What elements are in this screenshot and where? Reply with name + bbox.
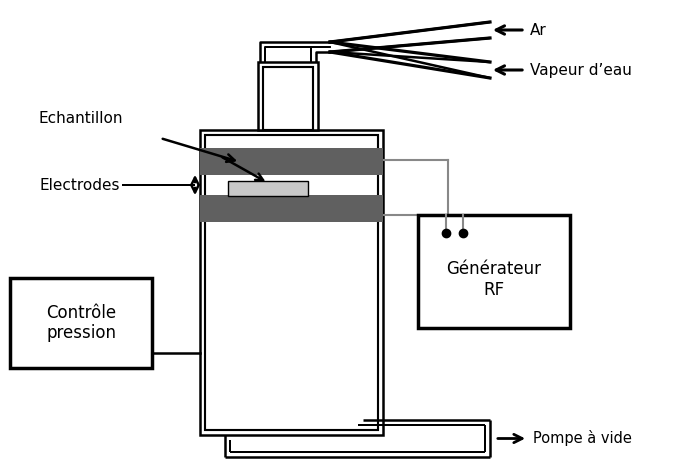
Text: Générateur
RF: Générateur RF bbox=[447, 260, 541, 299]
Bar bbox=[263, 67, 313, 130]
Bar bbox=[200, 130, 383, 435]
Text: Vapeur d’eau: Vapeur d’eau bbox=[530, 63, 632, 78]
Text: Contrôle
pression: Contrôle pression bbox=[46, 304, 116, 342]
Text: Echantillon: Echantillon bbox=[39, 110, 123, 126]
Bar bbox=[228, 181, 308, 196]
Bar bbox=[200, 148, 383, 175]
Text: Electrodes: Electrodes bbox=[39, 177, 120, 192]
Bar bbox=[258, 62, 318, 130]
Bar bbox=[200, 195, 383, 222]
Bar bbox=[10, 278, 152, 368]
Text: Ar: Ar bbox=[530, 22, 547, 37]
Bar bbox=[205, 135, 378, 430]
Bar bbox=[418, 215, 570, 328]
Text: Pompe à vide: Pompe à vide bbox=[533, 430, 632, 447]
